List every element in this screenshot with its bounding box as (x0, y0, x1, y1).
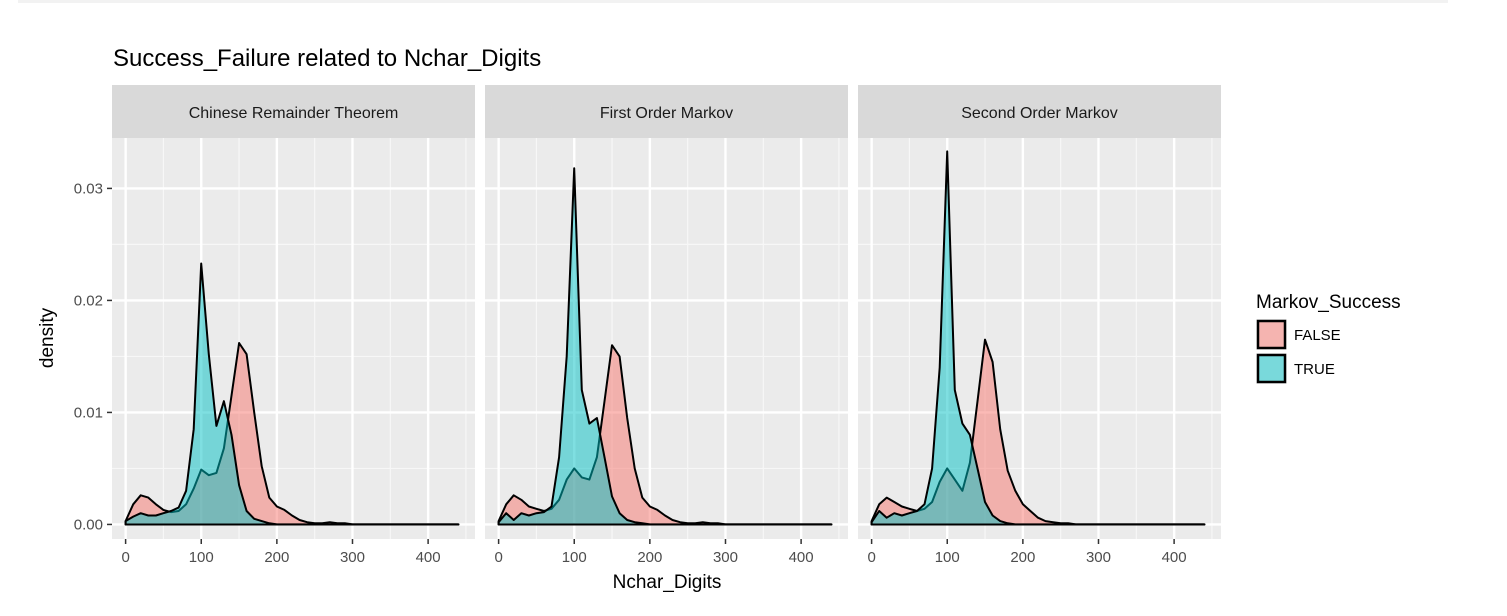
x-tick-label: 0 (867, 549, 875, 566)
facet-label: Chinese Remainder Theorem (189, 105, 399, 122)
chart-title: Success_Failure related to Nchar_Digits (113, 45, 541, 72)
facet-label: Second Order Markov (961, 105, 1118, 122)
legend-swatch-false (1256, 319, 1287, 350)
y-tick-label: 0.02 (74, 292, 103, 309)
x-tick-label: 100 (935, 549, 960, 566)
x-tick-label: 300 (713, 549, 738, 566)
top-border (18, 0, 1448, 3)
facet-strip (485, 85, 848, 138)
x-tick-label: 100 (562, 549, 587, 566)
legend: Markov_Success FALSE TRUE (1256, 292, 1401, 384)
x-tick-label: 100 (189, 549, 214, 566)
legend-title: Markov_Success (1256, 292, 1401, 313)
legend-label: FALSE (1294, 327, 1341, 344)
y-tick-label: 0.01 (74, 404, 103, 421)
panel: Chinese Remainder Theorem 0 100 200 300 400 (112, 85, 475, 566)
panel: Second Order Markov 0 100 200 300 400 (858, 85, 1221, 566)
y-axis-title: density (37, 307, 58, 368)
legend-label: TRUE (1294, 361, 1335, 378)
panel: First Order Markov 0 100 200 300 400 (485, 85, 848, 566)
panel-background (112, 138, 475, 539)
x-tick-label: 400 (416, 549, 441, 566)
x-tick-label: 300 (1086, 549, 1111, 566)
y-tick-label: 0.03 (74, 180, 103, 197)
panel-background (485, 138, 848, 539)
density-area-true (124, 262, 460, 526)
x-tick-label: 0 (494, 549, 502, 566)
facet-strip (112, 85, 475, 138)
legend-swatch-true (1256, 353, 1287, 384)
panel-background (858, 138, 1221, 539)
x-tick-label: 300 (340, 549, 365, 566)
y-axis: 0.00 0.01 0.02 0.03 (74, 180, 112, 533)
x-tick-label: 0 (121, 549, 129, 566)
x-tick-label: 200 (1010, 549, 1035, 566)
x-tick-label: 200 (637, 549, 662, 566)
density-area-true (497, 167, 833, 526)
x-axis-title: Nchar_Digits (613, 572, 722, 593)
x-tick-label: 400 (789, 549, 814, 566)
facet-strip (858, 85, 1221, 138)
x-tick-label: 400 (1162, 549, 1187, 566)
x-tick-label: 200 (264, 549, 289, 566)
facet-label: First Order Markov (600, 105, 733, 122)
y-tick-label: 0.00 (74, 516, 103, 533)
density-area-true (870, 150, 1206, 526)
